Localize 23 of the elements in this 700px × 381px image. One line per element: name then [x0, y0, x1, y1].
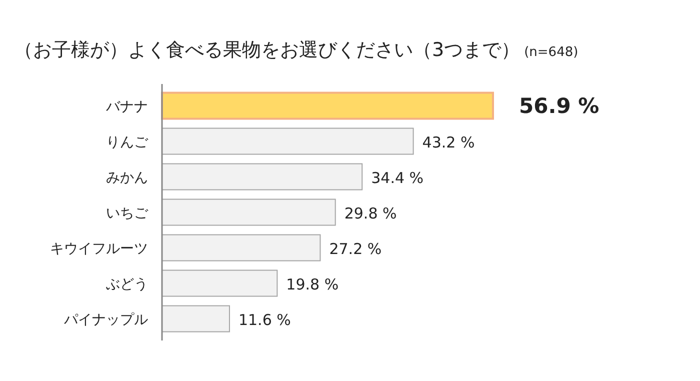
data-label: 56.9 % [519, 94, 600, 118]
bar [162, 305, 230, 332]
bar [162, 234, 321, 262]
bar [162, 198, 336, 226]
data-label: 19.8 % [286, 275, 339, 294]
chart-title: （お子様が）よく食べる果物をお選びください（3つまで） [14, 39, 520, 61]
data-label: 34.4 % [371, 168, 424, 187]
data-label: 11.6 % [238, 310, 291, 329]
y-tick-label: パイナップル [63, 312, 148, 328]
y-tick-label: りんご [106, 134, 149, 150]
data-label: 29.8 % [344, 204, 397, 222]
bar [162, 163, 363, 190]
y-tick-label: バナナ [105, 98, 148, 115]
y-tick-label: みかん [106, 170, 148, 186]
bar [162, 128, 414, 155]
y-tick-label: いちご [106, 205, 149, 222]
text: (n=648) [524, 45, 578, 60]
bar [161, 92, 494, 120]
bar [162, 270, 278, 297]
data-label: 43.2 % [422, 133, 475, 152]
data-label: 27.2 % [329, 240, 382, 258]
y-tick-label: ぶどう [106, 276, 148, 292]
y-tick-label: キウイフルーツ [50, 240, 148, 257]
